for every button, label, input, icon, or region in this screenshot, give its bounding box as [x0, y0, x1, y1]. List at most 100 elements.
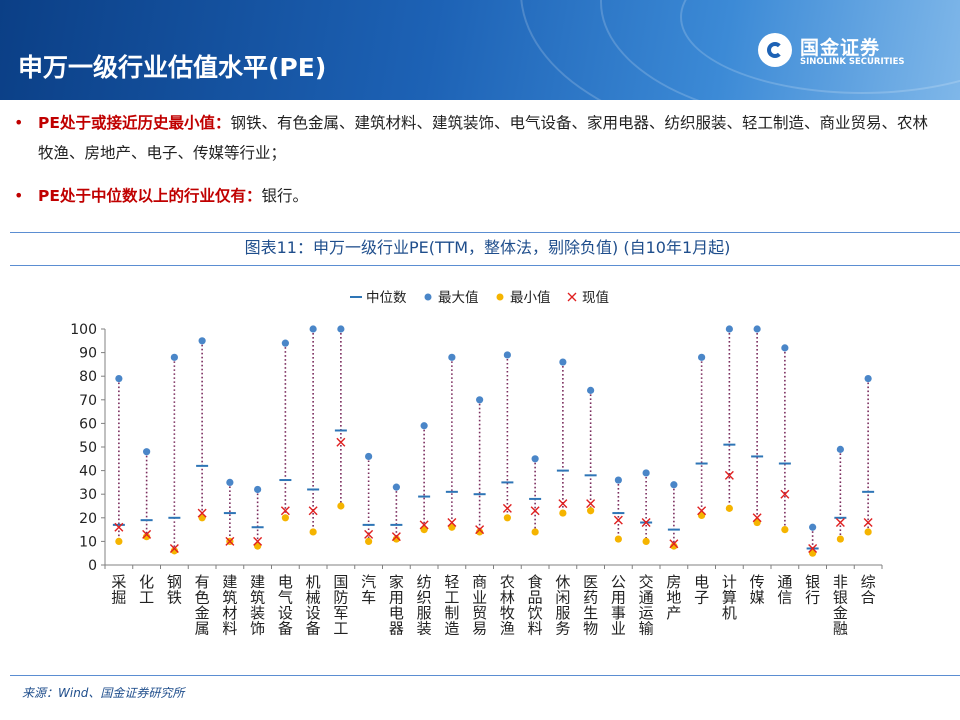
x-tick-label: 银行	[805, 573, 820, 607]
min-point	[753, 518, 761, 527]
min-point	[836, 535, 844, 543]
pe-chart: 0 10 20 30 40 50 60 70 80 90 100 中位数 最大值 最小值 现值采掘化工钢铁有…	[70, 290, 883, 638]
min-point	[864, 528, 872, 536]
min-point	[698, 511, 706, 520]
current-marker	[752, 513, 762, 523]
x-tick-label: 农林牧渔	[500, 573, 515, 638]
max-point	[587, 386, 595, 394]
x-tick-label: 食品饮料	[528, 573, 543, 638]
max-point	[337, 325, 345, 333]
min-point	[503, 514, 511, 522]
min-point	[725, 504, 733, 512]
y-tick-label: 0	[88, 558, 97, 574]
logo-icon	[758, 33, 792, 67]
page-title: 申万一级行业估值水平(PE)	[18, 53, 327, 82]
current-marker	[336, 437, 346, 447]
min-point	[559, 509, 567, 517]
current-marker	[697, 506, 707, 516]
min-point	[392, 535, 400, 543]
bullet-highlight: PE处于或接近历史最小值：	[38, 114, 231, 132]
min-point	[476, 528, 484, 536]
legend-label: 中位数	[366, 290, 407, 306]
chart-title: 图表11：申万一级行业PE(TTM，整体法，剔除负值) (自10年1月起)	[10, 232, 960, 266]
current-marker	[475, 525, 485, 535]
y-tick-label: 100	[70, 322, 97, 338]
current-marker	[724, 470, 734, 480]
max-point	[365, 452, 373, 461]
y-tick-label: 40	[79, 464, 97, 480]
bullet-highlight: PE处于中位数以上的行业仅有：	[38, 187, 262, 205]
x-tick-label: 通信	[777, 573, 792, 607]
max-point	[170, 353, 178, 361]
max-point	[864, 374, 872, 383]
current-marker	[447, 518, 457, 528]
legend-item: 最大值	[424, 290, 479, 306]
current-marker	[364, 529, 374, 539]
x-tick-label: 采掘	[111, 573, 126, 607]
current-marker	[641, 518, 651, 528]
min-point	[170, 547, 178, 555]
legend-item: 最小值	[496, 290, 551, 306]
x-tick-label: 电气设备	[278, 573, 293, 638]
legend-min-marker	[496, 293, 504, 301]
chart-area: 0 10 20 30 40 50 60 70 80 90 100 中位数 最大值 最小值 现值 采掘 化工 钢铁有…	[0, 280, 960, 650]
legend-item: 中位数	[350, 290, 407, 306]
max-point	[614, 476, 622, 484]
min-point	[309, 528, 317, 536]
current-marker	[142, 529, 152, 539]
min-point	[365, 537, 373, 545]
min-point	[614, 535, 622, 543]
x-tick-label: 建筑装饰	[250, 573, 265, 638]
x-tick-label: 国防军工	[333, 573, 348, 638]
min-point	[809, 549, 817, 557]
max-point	[725, 325, 733, 333]
legend-label: 最小值	[510, 290, 551, 306]
y-tick-label: 10	[79, 534, 97, 550]
current-marker	[419, 520, 429, 530]
y-tick-label: 50	[79, 440, 97, 456]
y-tick-label: 70	[79, 393, 97, 409]
max-point	[198, 337, 206, 345]
legend-current-marker	[567, 292, 577, 302]
x-tick-label: 建筑材料	[222, 573, 237, 638]
max-point	[143, 448, 151, 456]
current-marker	[808, 543, 818, 553]
max-point	[531, 455, 539, 463]
current-marker	[669, 539, 679, 549]
max-point	[698, 353, 706, 361]
max-point	[254, 485, 262, 494]
x-tick-label: 非银金融	[833, 573, 848, 638]
min-point	[420, 526, 428, 534]
min-point	[587, 507, 595, 515]
x-tick-label: 机械设备	[306, 573, 321, 638]
max-point	[836, 445, 844, 453]
max-point	[115, 374, 123, 383]
current-marker	[558, 499, 568, 509]
current-marker	[197, 508, 207, 518]
footer-divider	[10, 675, 960, 676]
current-marker	[835, 518, 845, 528]
current-marker	[253, 536, 263, 546]
x-tick-label: 有色金属	[195, 573, 210, 638]
bullet-dot-icon: •	[14, 186, 24, 205]
x-tick-label: 钢铁	[167, 573, 182, 607]
x-tick-label: 纺织服装	[417, 573, 432, 638]
x-tick-label: 化工	[139, 573, 154, 607]
company-logo: 国金证券 SINOLINK SECURITIES	[758, 33, 928, 69]
min-point	[115, 537, 123, 545]
max-point	[420, 422, 428, 430]
source-note: 来源：Wind、国金证券研究所	[22, 686, 185, 700]
max-point	[642, 469, 650, 477]
current-marker	[114, 522, 124, 532]
current-marker	[780, 489, 790, 499]
max-point	[559, 358, 567, 366]
bullet-dot-icon: •	[14, 113, 24, 132]
x-tick-label: 电子	[694, 573, 709, 607]
x-tick-label: 商业贸易	[472, 573, 487, 638]
x-tick-label: 公用事业	[611, 573, 626, 638]
max-point	[503, 351, 511, 359]
y-tick-label: 30	[79, 487, 97, 503]
max-point	[309, 325, 317, 333]
bullet-text: 钢铁、有色金属、建筑材料、建筑装饰、电气设备、家用电器、纺织服装、轻工制造、商业…	[38, 114, 928, 162]
current-marker	[225, 536, 235, 546]
